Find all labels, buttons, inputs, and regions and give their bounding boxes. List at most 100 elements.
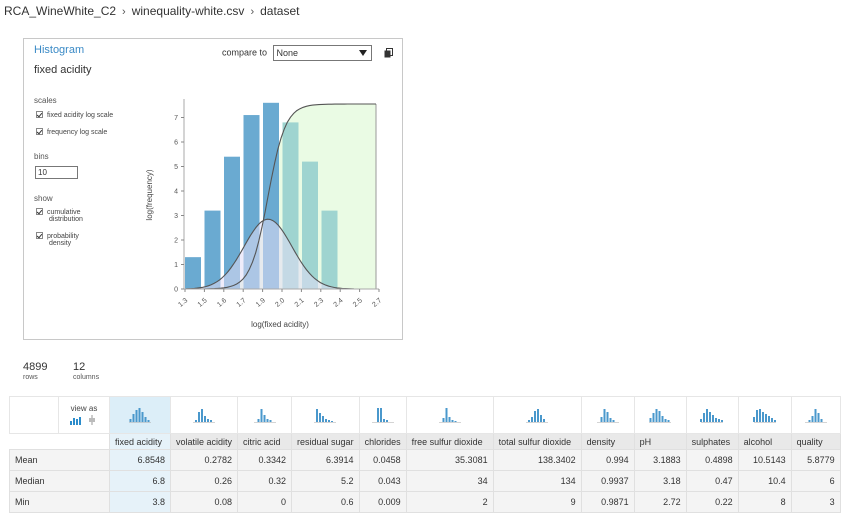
stat-value: 3: [790, 491, 841, 513]
columns-count: 12 columns: [73, 361, 99, 381]
sparkline-bar: [770, 418, 773, 422]
sparkline-bar: [767, 416, 770, 422]
stat-value: 35.3081: [405, 449, 494, 471]
boxplot-view-icon[interactable]: [89, 415, 95, 425]
sparkline-bar: [808, 420, 811, 422]
cumulative-distribution-checkbox[interactable]: cumulative: [36, 208, 80, 217]
panel-title[interactable]: Histogram: [34, 44, 85, 56]
fixed-acidity-log-scale-checkbox[interactable]: fixed acidity log scale: [36, 111, 113, 120]
compare-value: None: [276, 48, 299, 58]
sparkline-bar: [257, 419, 260, 422]
grid-corner: [58, 433, 110, 450]
sparkline-bar: [761, 412, 764, 422]
sparkline-bar: [661, 416, 664, 422]
stat-value: 0.22: [685, 491, 739, 513]
y-tick-label: 3: [174, 213, 178, 220]
stat-row: Median 6.8 0.26 0.32 5.2 0.043 34 134 0.9937 3.18…: [9, 470, 841, 492]
view-mode-icons: [70, 415, 95, 425]
sparkline-bar: [445, 408, 448, 422]
frequency-log-scale-checkbox[interactable]: frequency log scale: [36, 128, 107, 137]
column-sparkline[interactable]: [580, 396, 635, 434]
column-header[interactable]: quality: [790, 433, 841, 450]
stat-value: 0.9871: [580, 491, 635, 513]
column-name: fixed acidity: [34, 64, 92, 76]
column-header[interactable]: fixed acidity: [109, 433, 171, 450]
x-tick-label: 2.7: [371, 297, 383, 309]
column-sparkline[interactable]: [492, 396, 582, 434]
histogram-icon: [596, 409, 619, 423]
column-header[interactable]: total sulfur dioxide: [492, 433, 582, 450]
sparkline-bar: [201, 409, 204, 422]
breadcrumb-project[interactable]: RCA_WineWhite_C2: [4, 4, 117, 18]
sparkline-bar: [138, 408, 141, 422]
stat-value: 0.47: [685, 470, 739, 492]
compare-to: compare to None: [222, 45, 372, 61]
y-tick-label: 4: [174, 189, 178, 196]
checkbox-icon: [36, 232, 43, 239]
sparkline-bar: [709, 412, 712, 422]
stat-value: 0.4898: [685, 449, 739, 471]
sparkline-bar: [700, 419, 703, 422]
column-header[interactable]: sulphates: [685, 433, 739, 450]
compare-label: compare to: [222, 47, 268, 58]
column-header[interactable]: volatile acidity: [169, 433, 239, 450]
column-header[interactable]: density: [580, 433, 635, 450]
rows-value: 4899: [23, 361, 48, 373]
breadcrumb-file[interactable]: winequality-white.csv: [131, 4, 245, 18]
column-sparkline[interactable]: [291, 396, 360, 434]
column-sparkline[interactable]: [358, 396, 407, 434]
stat-value: 0.9937: [580, 470, 635, 492]
checkbox-label: fixed acidity log scale: [47, 112, 114, 119]
column-sparkline[interactable]: [237, 396, 293, 434]
histogram-icon: [752, 409, 776, 423]
column-sparkline[interactable]: [109, 396, 171, 434]
column-sparkline[interactable]: [405, 396, 494, 434]
histogram-view-icon[interactable]: [70, 417, 81, 425]
histogram-icon: [193, 409, 216, 423]
x-tick-label: 1.6: [216, 297, 228, 309]
stat-value: 3.8: [109, 491, 171, 513]
column-sparkline[interactable]: [169, 396, 239, 434]
compare-select[interactable]: None: [272, 45, 372, 61]
column-sparkline[interactable]: [790, 396, 841, 434]
sparkline-bar: [376, 408, 379, 422]
sparkline-bar: [664, 419, 667, 422]
stat-value: 9: [492, 491, 582, 513]
stat-value: 0: [237, 491, 293, 513]
sparkline-bar: [540, 415, 543, 422]
stat-value: 3.1883: [633, 449, 687, 471]
copy-icon[interactable]: [384, 48, 393, 58]
sparkline-bar: [379, 408, 382, 422]
stat-value: 134: [492, 470, 582, 492]
column-header[interactable]: chlorides: [358, 433, 407, 450]
column-sparkline[interactable]: [737, 396, 792, 434]
column-sparkline[interactable]: [685, 396, 739, 434]
column-header[interactable]: citric acid: [237, 433, 293, 450]
sparkline-bar: [715, 418, 718, 422]
y-tick-label: 5: [174, 164, 178, 171]
bins-input[interactable]: 10: [35, 166, 78, 179]
sparkline-bar: [316, 409, 319, 422]
column-header[interactable]: free sulfur dioxide: [405, 433, 494, 450]
bar: [185, 257, 201, 289]
sparkline-bar: [712, 415, 715, 422]
sparkline-bar: [606, 412, 609, 422]
sparkline-bar: [652, 413, 655, 422]
sparkline-bar: [655, 409, 658, 422]
probability-density-checkbox[interactable]: probability: [36, 232, 79, 241]
sparkline-bar: [721, 420, 724, 422]
column-header[interactable]: pH: [633, 433, 687, 450]
bins-label: bins: [34, 152, 49, 161]
column-header[interactable]: residual sugar: [291, 433, 360, 450]
sparkline-bar: [814, 409, 817, 422]
sparkline-bar: [706, 409, 709, 422]
y-tick-label: 1: [174, 262, 178, 269]
sparkline-bar: [773, 420, 776, 422]
column-header[interactable]: alcohol: [737, 433, 792, 450]
stat-label: Median: [9, 470, 110, 492]
x-tick-label: 1.9: [255, 297, 267, 309]
stat-value: 8: [737, 491, 792, 513]
histogram-chart: 0 1 2 3 4 5 6 7 1.3 1.5 1.6 1.7 1.9 2.0 2.1 2.3 2.4 2.5 2.…: [145, 99, 383, 329]
sparkline-bar: [385, 420, 388, 422]
column-sparkline[interactable]: [633, 396, 687, 434]
